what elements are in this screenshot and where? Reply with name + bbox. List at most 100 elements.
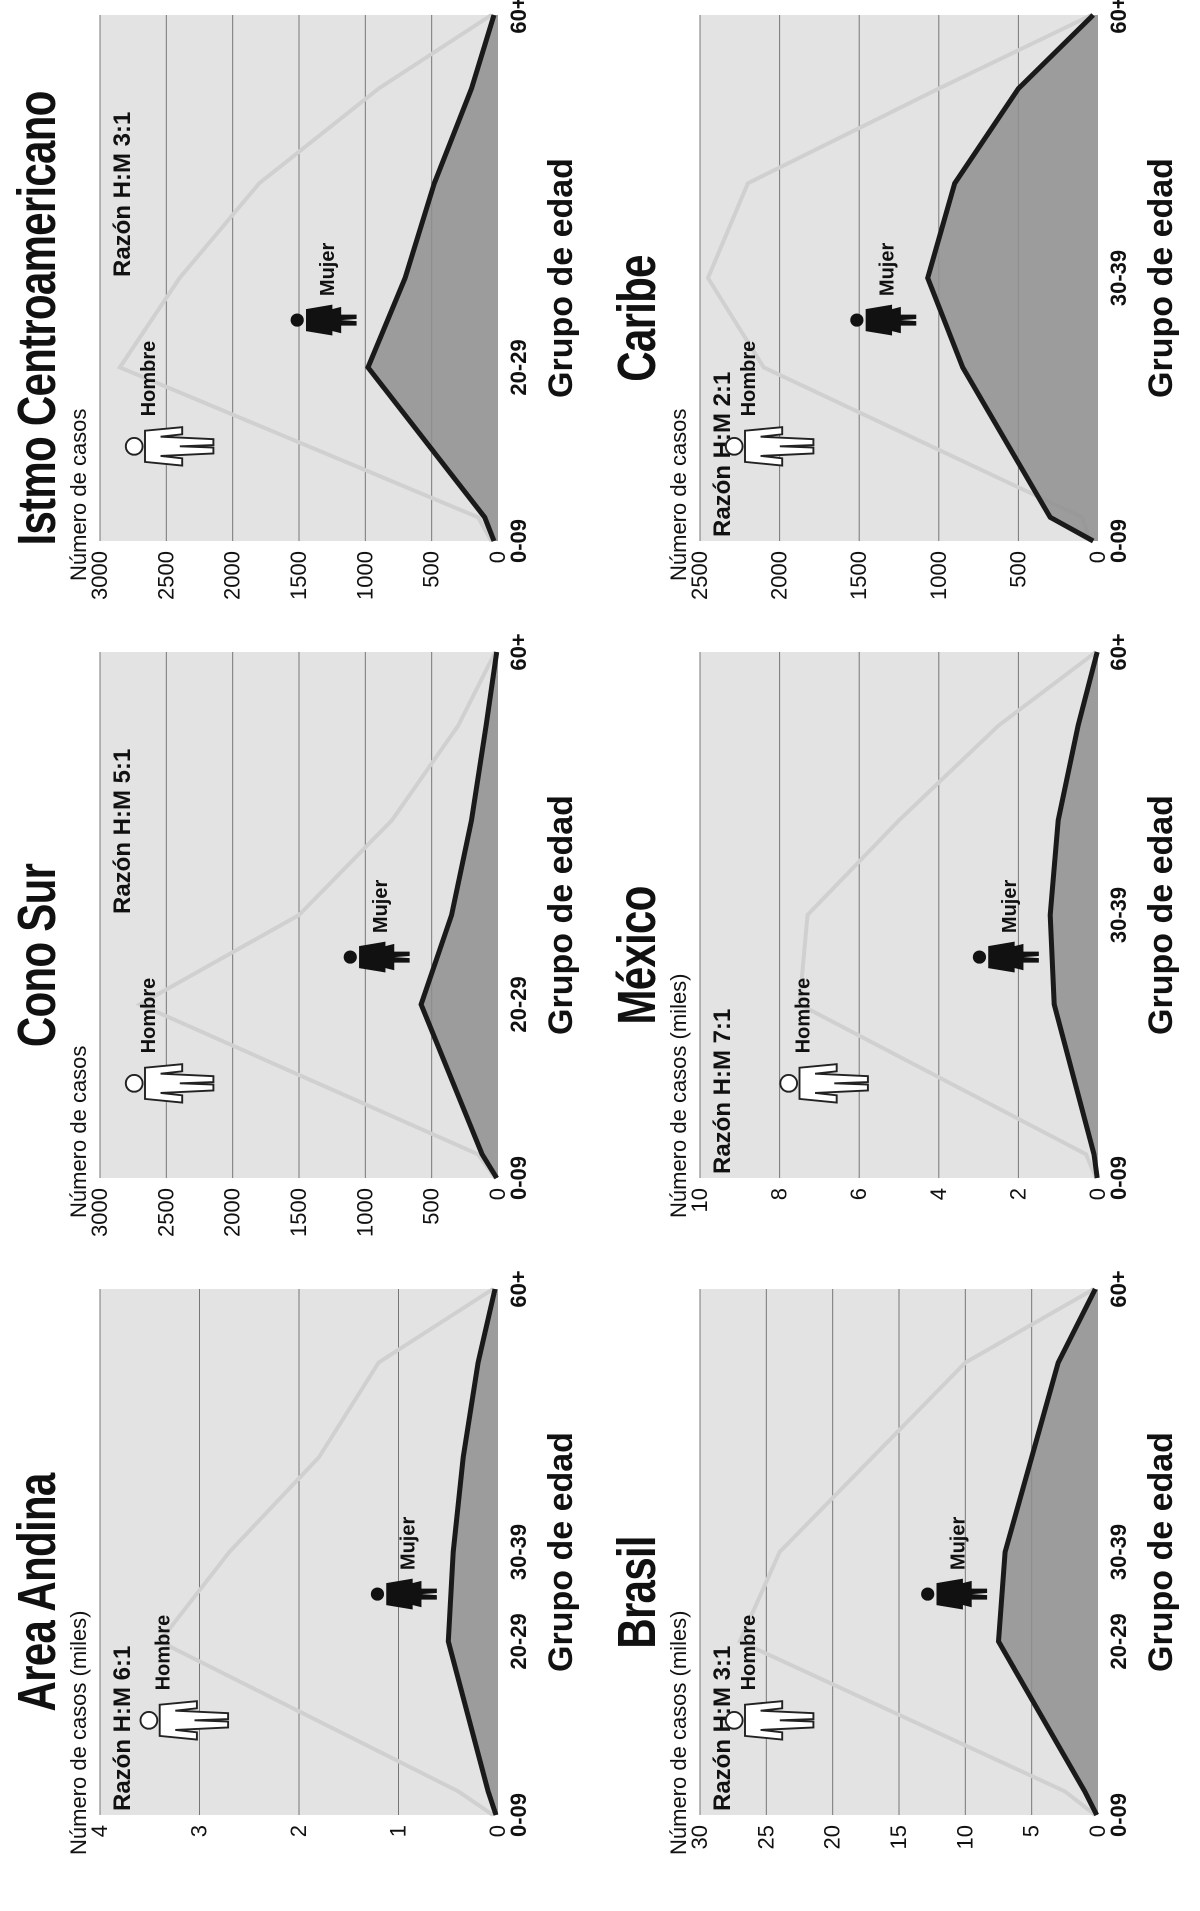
- y-tick-label: 2: [286, 1825, 311, 1837]
- y-tick-label: 0: [1085, 1188, 1110, 1200]
- man-label: Hombre: [738, 1615, 760, 1691]
- y-tick-label: 8: [767, 1188, 792, 1200]
- man-figure-icon: [779, 1063, 869, 1104]
- man-figure-icon: [124, 1063, 215, 1104]
- x-tick-label: 30-39: [1106, 250, 1131, 306]
- woman-label: Mujer: [999, 880, 1021, 934]
- series-line-women: [365, 14, 497, 542]
- y-axis-label: Número de casos: [66, 1046, 91, 1218]
- ratio-label: Razón H:M 5:1: [109, 749, 136, 914]
- woman-label: Mujer: [370, 880, 392, 934]
- ratio-label: Razón H:M 3:1: [109, 112, 136, 277]
- chart-svg: 0 2 4 6 8 10 0-09 30-39 60+ Grupo de edad Número d…: [666, 633, 1180, 1218]
- y-tick-label: 2000: [220, 1188, 245, 1237]
- series-line-men: [797, 650, 1098, 1179]
- man-figure-icon: [724, 426, 815, 467]
- ratio-label: Razón H:M 6:1: [109, 1646, 136, 1811]
- y-tick-label: 30: [687, 1825, 712, 1849]
- x-tick-label: 20-29: [506, 339, 531, 395]
- x-tick-label: 60+: [506, 0, 531, 34]
- woman-figure-icon: [972, 941, 1039, 973]
- x-axis-label: Grupo de edad: [1142, 1432, 1180, 1672]
- woman-figure-icon: [370, 1578, 437, 1610]
- y-tick-label: 10: [687, 1188, 712, 1212]
- y-tick-label: 0: [1085, 1825, 1110, 1837]
- y-tick-label: 0: [1085, 551, 1110, 563]
- x-axis-label: Grupo de edad: [542, 795, 580, 1035]
- x-tick-label: 0-09: [1106, 519, 1131, 563]
- y-tick-label: 5: [1019, 1825, 1044, 1837]
- y-tick-label: 500: [419, 1188, 444, 1225]
- x-tick-label: 60+: [1106, 0, 1131, 34]
- y-tick-label: 1: [386, 1825, 411, 1837]
- y-tick-label: 1000: [352, 551, 377, 600]
- x-axis-label: Grupo de edad: [1142, 795, 1180, 1035]
- y-tick-label: 500: [1005, 551, 1030, 588]
- y-tick-label: 2500: [687, 551, 712, 600]
- chart-svg: 0 500 1000 1500 2000 2500 0-09 30-39 60+ Grupo de…: [666, 0, 1180, 600]
- x-tick-label: 0-09: [506, 1793, 531, 1837]
- chart-svg: 0 1 2 3 4 0-09 20-29 30-39 60+ Grupo de edad Númer…: [66, 1270, 580, 1855]
- man-label: Hombre: [138, 341, 160, 417]
- y-tick-label: 4: [926, 1188, 951, 1200]
- y-axis-label: Número de casos: [66, 409, 91, 581]
- y-tick-label: 0: [485, 1188, 510, 1200]
- chart-svg: 0 5 10 15 20 25 30 0-09 20-29 30-39 60+ Grupo de ed…: [666, 1270, 1180, 1855]
- y-axis-label: Número de casos (miles): [66, 1610, 91, 1855]
- y-tick-label: 2000: [767, 551, 792, 600]
- series-line-men: [116, 13, 494, 542]
- y-tick-label: 6: [846, 1188, 871, 1200]
- series-line-men: [156, 1287, 495, 1817]
- chart-svg: 0 500 1000 1500 2000 2500 3000 0-09 20-29 60+ Grup…: [66, 633, 580, 1237]
- y-tick-label: 500: [419, 551, 444, 588]
- series-area-women: [927, 15, 1098, 541]
- y-tick-label: 15: [886, 1825, 911, 1849]
- x-axis-label: Grupo de edad: [542, 158, 580, 398]
- x-axis-label: Grupo de edad: [1142, 158, 1180, 398]
- y-tick-label: 0: [485, 551, 510, 563]
- y-tick-label: 3000: [87, 551, 112, 600]
- man-label: Hombre: [153, 1615, 175, 1691]
- woman-figure-icon: [850, 304, 917, 336]
- x-tick-label: 0-09: [1106, 1156, 1131, 1200]
- x-tick-label: 60+: [1106, 633, 1131, 670]
- series-area-women: [368, 15, 498, 541]
- x-tick-label: 60+: [1106, 1270, 1131, 1307]
- man-label: Hombre: [738, 341, 760, 417]
- y-tick-label: 20: [820, 1825, 845, 1849]
- chart-panel-istmo-centroamericano: Istmo Centroamericano 0 500 1000 1500 2000 25…: [0, 0, 600, 637]
- y-tick-label: 2500: [153, 1188, 178, 1237]
- woman-label: Mujer: [317, 243, 339, 297]
- x-axis-label: Grupo de edad: [542, 1432, 580, 1672]
- series-line-men: [737, 1287, 1097, 1817]
- y-tick-label: 2500: [153, 551, 178, 600]
- x-tick-label: 60+: [506, 1270, 531, 1307]
- ratio-label: Razón H:M 7:1: [709, 1009, 736, 1174]
- plot-area: [700, 652, 1098, 1178]
- x-tick-label: 60+: [506, 633, 531, 670]
- woman-label: Mujer: [397, 1517, 419, 1571]
- woman-figure-icon: [921, 1578, 988, 1610]
- man-label: Hombre: [793, 978, 815, 1054]
- x-tick-label: 30-39: [1106, 887, 1131, 943]
- series-line-women: [418, 651, 500, 1180]
- woman-figure-icon: [343, 941, 410, 973]
- x-tick-label: 20-29: [1106, 1613, 1131, 1669]
- chart-panel-area-andina: Area Andina 0 1 2 3 4 0-09 20-29 30-39 60+ Grupo …: [0, 1270, 600, 1911]
- series-area-women: [1050, 652, 1098, 1178]
- chart-svg: 0 500 1000 1500 2000 2500 3000 0-09 20-29 60+ Grup…: [66, 0, 580, 600]
- man-figure-icon: [724, 1700, 815, 1741]
- x-tick-label: 0-09: [506, 519, 531, 563]
- y-tick-label: 1500: [846, 551, 871, 600]
- woman-label: Mujer: [948, 1517, 970, 1571]
- man-label: Hombre: [138, 978, 160, 1054]
- y-tick-label: 3000: [87, 1188, 112, 1237]
- y-tick-label: 4: [87, 1825, 112, 1837]
- chart-panel-mexico: México 0 2 4 6 8 10 0-09 30-39 60+ Grupo de edad N…: [600, 633, 1200, 1274]
- y-axis-label: Número de casos (miles): [666, 973, 691, 1218]
- x-tick-label: 20-29: [506, 976, 531, 1032]
- y-tick-label: 2000: [220, 551, 245, 600]
- x-tick-label: 0-09: [1106, 1793, 1131, 1837]
- x-tick-label: 0-09: [506, 1156, 531, 1200]
- y-axis-label: Número de casos: [666, 409, 691, 581]
